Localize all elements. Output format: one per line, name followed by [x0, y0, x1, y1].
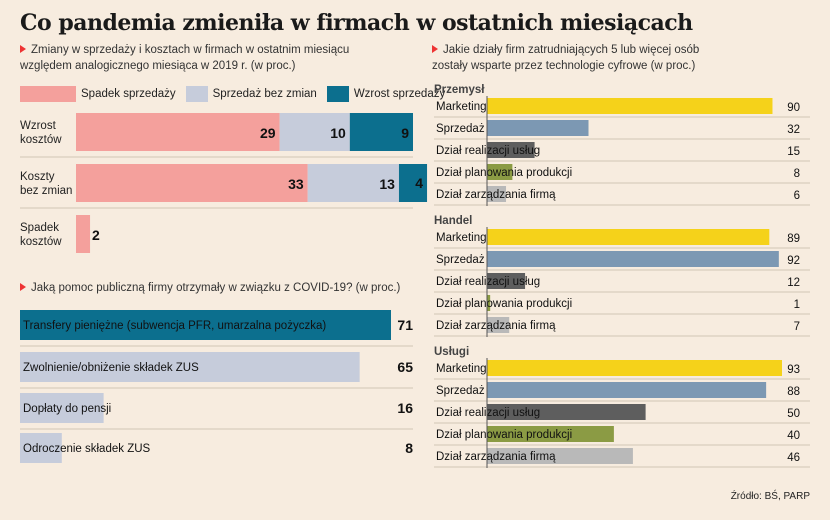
- data-label: 13: [379, 176, 395, 192]
- bar: [487, 426, 614, 442]
- bar: [20, 393, 104, 423]
- category-label: Marketing: [436, 101, 487, 113]
- data-label: 40: [787, 430, 800, 442]
- chart1-legend: Spadek sprzedaży Sprzedaż bez zmian Wzro…: [20, 86, 445, 102]
- category-label: Wzrost kosztów: [20, 120, 62, 146]
- category-label: Dział zarządzania firmą: [436, 320, 556, 332]
- page-title: Co pandemia zmieniła w firmach w ostatni…: [20, 10, 693, 36]
- category-label: Dopłaty do pensji: [23, 403, 111, 415]
- category-label: Dział realizacji usług: [436, 276, 540, 288]
- bullet-triangle-icon: [20, 45, 26, 53]
- bullet-triangle-icon: [20, 283, 26, 291]
- bar: [487, 251, 779, 267]
- category-label: Transfery pieniężne (subwencja PFR, umar…: [23, 320, 326, 332]
- bar: [487, 98, 773, 114]
- data-label: 32: [787, 124, 800, 136]
- category-label: Dział planowania produkcji: [436, 429, 572, 441]
- category-label: Dział zarządzania firmą: [436, 451, 556, 463]
- category-label: Odroczenie składek ZUS: [23, 443, 151, 455]
- data-label: 15: [787, 146, 800, 158]
- bar: [487, 448, 633, 464]
- bar: [487, 295, 491, 311]
- legend-item-spadek: Spadek sprzedaży: [20, 86, 176, 102]
- bar: [487, 317, 510, 333]
- data-label: 89: [787, 233, 800, 245]
- category-label: Dział planowania produkcji: [436, 298, 572, 310]
- category-label: Spadek kosztów: [20, 222, 62, 248]
- stacked-bar-segment: [76, 215, 91, 253]
- bar: [487, 360, 782, 376]
- data-label: 8: [405, 440, 413, 456]
- bar: [20, 433, 62, 463]
- data-label: 16: [397, 400, 413, 416]
- bar: [487, 404, 646, 420]
- bar: [487, 186, 507, 202]
- data-label: 4: [415, 175, 423, 191]
- data-label: 92: [787, 255, 800, 267]
- legend-swatch: [326, 86, 349, 102]
- bar: [487, 142, 535, 158]
- category-label: Dział planowania produkcji: [436, 167, 572, 179]
- legend-swatch: [20, 86, 76, 102]
- data-label: 6: [794, 190, 800, 202]
- category-label: Marketing: [436, 363, 487, 375]
- legend-swatch: [185, 86, 208, 102]
- bar: [487, 273, 526, 289]
- stacked-bar-segment: [76, 113, 280, 151]
- group-label: Przemysł: [434, 84, 485, 96]
- data-label: 1: [794, 299, 800, 311]
- category-label: Marketing: [436, 232, 487, 244]
- stacked-bar-segment: [307, 164, 399, 202]
- bar: [487, 229, 770, 245]
- bar: [20, 310, 391, 340]
- legend-item-bez-zmian: Sprzedaż bez zmian: [185, 86, 317, 102]
- group-label: Handel: [434, 215, 472, 227]
- category-label: Sprzedaż: [436, 385, 485, 397]
- bar: [20, 352, 360, 382]
- category-label: Dział realizacji usług: [436, 145, 540, 157]
- data-label: 29: [260, 125, 276, 141]
- category-label: Dział zarządzania firmą: [436, 189, 556, 201]
- stacked-bar-segment: [349, 113, 413, 151]
- category-label: Sprzedaż: [436, 254, 485, 266]
- data-label: 2: [92, 227, 100, 243]
- legend-label: Spadek sprzedaży: [81, 88, 176, 100]
- data-label: 90: [787, 102, 800, 114]
- source-note: Źródło: BŚ, PARP: [730, 491, 810, 502]
- bar: [487, 382, 767, 398]
- bar: [487, 120, 589, 136]
- category-label: Dział realizacji usług: [436, 407, 540, 419]
- chart3-subtitle: Jakie działy firm zatrudniających 5 lub …: [432, 44, 700, 72]
- stacked-bar-segment: [279, 113, 350, 151]
- data-label: 9: [401, 125, 409, 141]
- data-label: 7: [794, 321, 800, 333]
- category-label: Zwolnienie/obniżenie składek ZUS: [23, 362, 199, 374]
- legend-label: Wzrost sprzedaży: [353, 88, 446, 100]
- legend-label: Sprzedaż bez zmian: [212, 88, 317, 100]
- bullet-triangle-icon: [432, 45, 438, 53]
- data-label: 46: [787, 452, 800, 464]
- data-label: 93: [787, 364, 800, 376]
- group-label: Usługi: [434, 346, 469, 358]
- chart1-subtitle: Zmiany w sprzedaży i kosztach w firmach …: [20, 44, 350, 72]
- category-label: Koszty bez zmian: [20, 171, 72, 197]
- data-label: 65: [397, 359, 413, 375]
- bar: [487, 164, 513, 180]
- data-label: 12: [787, 277, 800, 289]
- data-label: 88: [787, 386, 800, 398]
- category-label: Sprzedaż: [436, 123, 485, 135]
- data-label: 50: [787, 408, 800, 420]
- legend-item-wzrost: Wzrost sprzedaży: [326, 86, 446, 102]
- data-label: 8: [794, 168, 800, 180]
- data-label: 10: [330, 125, 346, 141]
- chart2-subtitle: Jaką pomoc publiczną firmy otrzymały w z…: [20, 280, 420, 296]
- stacked-bar-segment: [76, 164, 308, 202]
- data-label: 33: [288, 176, 304, 192]
- stacked-bar-segment: [398, 164, 428, 202]
- data-label: 71: [397, 317, 413, 333]
